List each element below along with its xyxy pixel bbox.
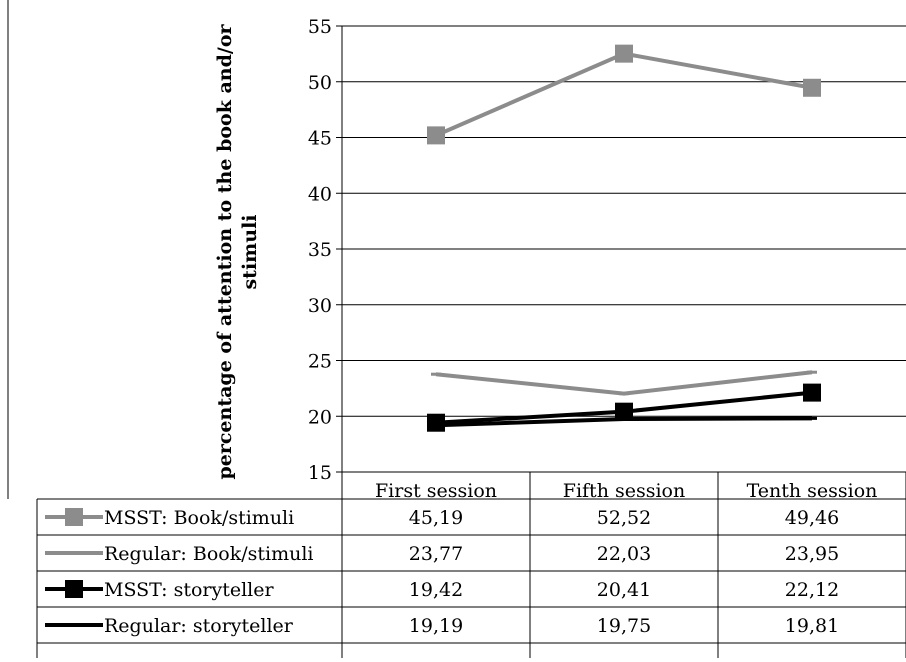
y-tick-label: 15 [308,462,332,484]
series-line [435,370,813,396]
legend-label: Regular: storyteller [104,615,294,637]
y-tick-label: 35 [308,239,332,261]
data-point [427,413,445,432]
data-point [803,383,821,402]
data-point [807,416,817,420]
y-tick-label: 25 [308,351,332,373]
data-point [807,370,817,374]
table-cell-value: 49,46 [785,507,839,529]
y-axis-label: stimuli [239,214,261,289]
table-cell-value: 23,95 [785,543,839,565]
data-point [427,126,445,145]
data-point [803,78,821,97]
table-cell-value: 23,77 [409,543,463,565]
series-line [435,51,813,138]
y-axis-label: percentage of attention to the book and/… [214,23,236,479]
legend-marker [69,551,79,555]
table-cell-value: 45,19 [409,507,463,529]
data-point [619,392,629,396]
y-tick-label: 30 [308,295,332,317]
table-cell-value: 19,75 [597,615,651,637]
table-cell-value: 22,12 [785,579,839,601]
data-point [615,44,633,63]
data-point [431,372,441,376]
x-tick-label: First session [375,480,497,502]
legend-marker [69,623,79,627]
legend-marker [65,580,83,598]
table-cell-value: 22,03 [597,543,651,565]
legend-marker [65,508,83,526]
legend-label: MSST: storyteller [104,579,275,601]
legend-label: MSST: Book/stimuli [104,507,294,529]
y-tick-label: 45 [308,128,332,150]
legend-label: Regular: Book/stimuli [104,543,314,565]
y-tick-label: 55 [308,16,332,38]
data-point [619,417,629,421]
y-tick-label: 20 [308,406,332,428]
y-tick-label: 40 [308,183,332,205]
table-cell-value: 19,19 [409,615,463,637]
table-cell-value: 19,42 [409,579,463,601]
table-cell-value: 19,81 [785,615,839,637]
data-point [615,402,633,421]
x-tick-label: Tenth session [747,480,878,502]
table-cell-value: 20,41 [597,579,651,601]
x-tick-label: Fifth session [563,480,685,502]
y-tick-label: 50 [308,72,332,94]
data-point [431,423,441,427]
table-cell-value: 52,52 [597,507,651,529]
